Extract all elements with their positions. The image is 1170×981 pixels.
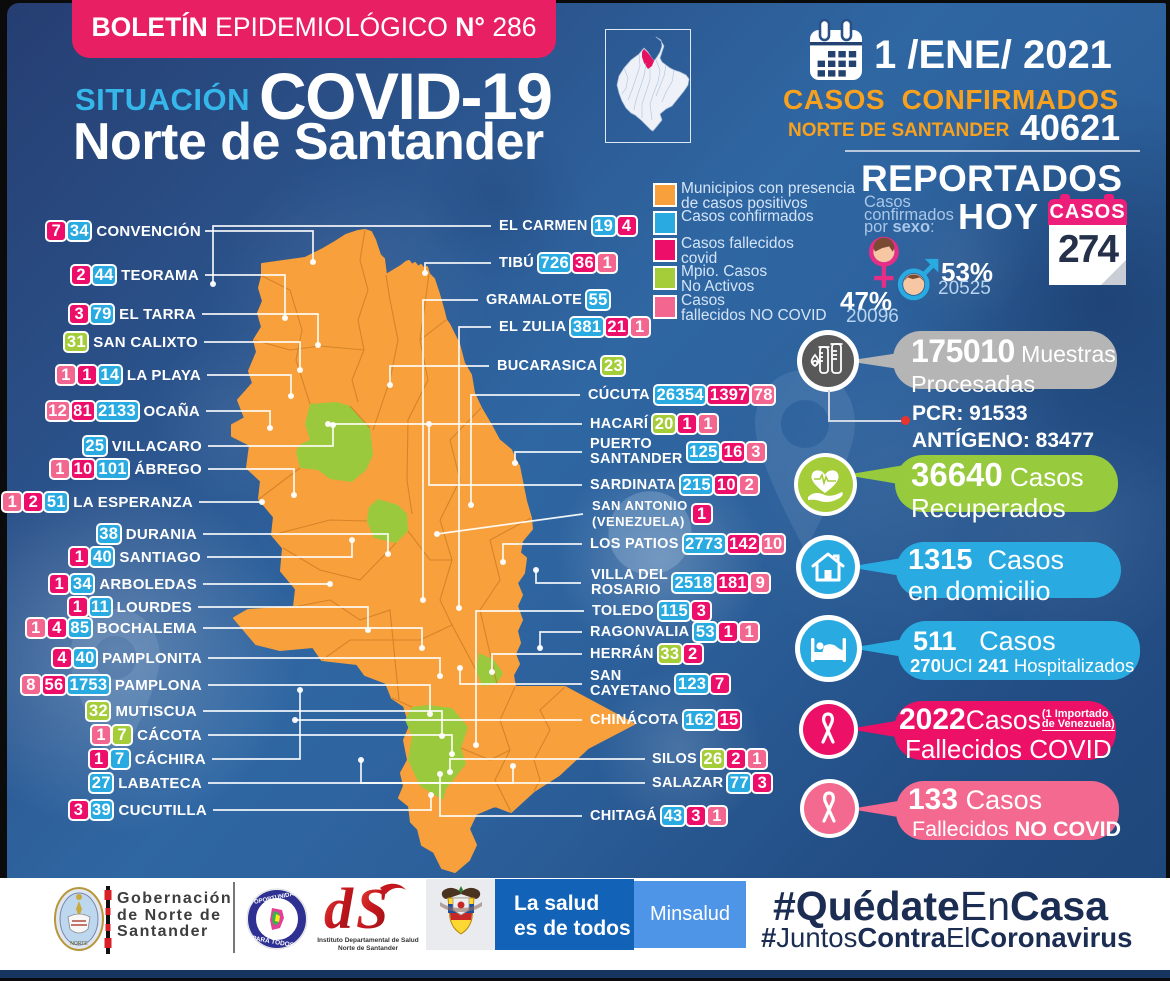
svg-text:NORTE: NORTE <box>70 941 88 947</box>
svg-text:d: d <box>324 880 354 940</box>
